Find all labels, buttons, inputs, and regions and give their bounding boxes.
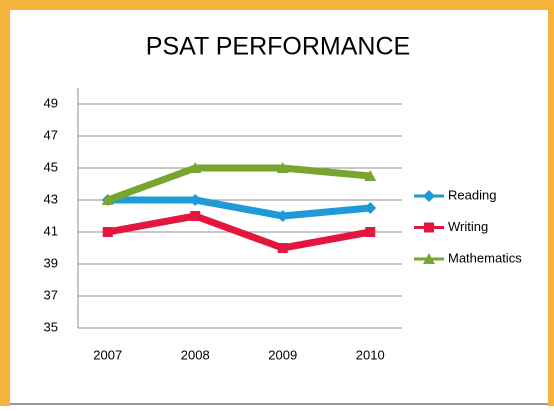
chart-title: PSAT PERFORMANCE xyxy=(146,33,410,61)
y-tick-label: 37 xyxy=(44,287,58,302)
point xyxy=(365,227,376,237)
y-tick-label: 49 xyxy=(44,95,58,110)
point xyxy=(276,162,289,173)
panel xyxy=(10,10,548,406)
point xyxy=(364,170,377,181)
series-line xyxy=(106,164,371,204)
y-tick-label: 47 xyxy=(44,127,58,142)
y-tick-label: 45 xyxy=(44,159,58,174)
point xyxy=(364,202,377,214)
legend-label: Mathematics xyxy=(448,250,522,265)
legend-marker xyxy=(424,222,434,233)
legend-marker xyxy=(423,190,435,202)
x-tick-label: 2010 xyxy=(356,347,385,362)
legend-marker xyxy=(423,253,435,264)
y-tick-label: 35 xyxy=(44,319,58,334)
y-tick-label: 39 xyxy=(44,255,58,270)
point xyxy=(277,243,288,253)
legend-label: Reading xyxy=(448,187,496,202)
series-line xyxy=(107,196,371,220)
legend-label: Writing xyxy=(448,219,488,234)
point xyxy=(189,162,202,173)
x-tick-label: 2008 xyxy=(181,347,210,362)
x-tick-label: 2007 xyxy=(93,347,122,362)
point xyxy=(101,194,114,205)
x-tick-label: 2009 xyxy=(268,347,297,362)
point xyxy=(190,211,201,221)
series-line xyxy=(107,212,371,252)
point xyxy=(189,194,202,206)
y-tick-label: 43 xyxy=(44,191,58,206)
point xyxy=(102,227,113,237)
point xyxy=(276,210,289,222)
y-tick-label: 41 xyxy=(44,223,58,238)
